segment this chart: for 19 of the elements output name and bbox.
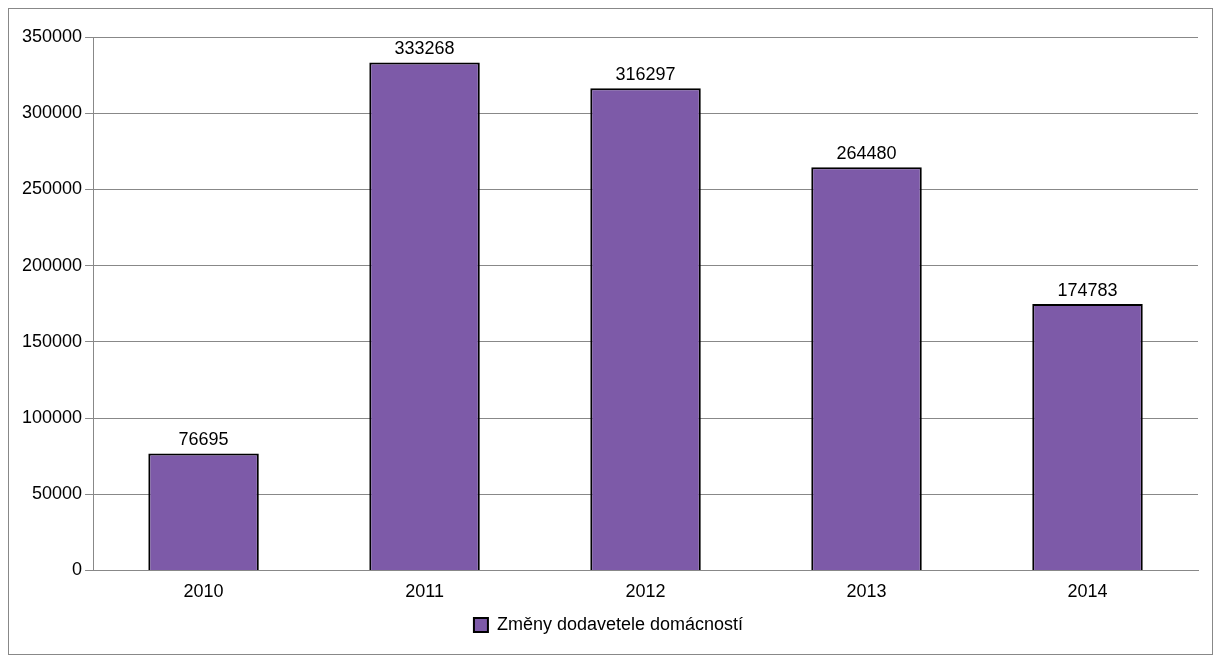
data-label: 76695 [178, 429, 229, 450]
x-tick-label: 2012 [625, 581, 666, 602]
data-label: 333268 [394, 38, 455, 59]
y-tick-label: 50000 [32, 483, 83, 504]
y-tick-label: 350000 [21, 25, 83, 46]
y-tick-label: 200000 [21, 254, 83, 275]
y-tick-label: 100000 [21, 406, 83, 427]
data-label: 264480 [836, 143, 897, 164]
x-tick-label: 2013 [846, 581, 887, 602]
y-tick-label: 150000 [21, 330, 83, 351]
y-tick-label: 250000 [21, 178, 83, 199]
data-label: 174783 [1057, 280, 1118, 300]
y-tick-label: 0 [72, 559, 83, 580]
x-tick-label: 2011 [405, 581, 444, 602]
x-tick-label: 2014 [1067, 581, 1108, 602]
legend-label: Změny dodavetele domácností [496, 613, 744, 634]
x-tick-label: 2010 [183, 581, 224, 602]
data-label: 316297 [615, 64, 676, 85]
y-tick-label: 300000 [21, 102, 83, 123]
